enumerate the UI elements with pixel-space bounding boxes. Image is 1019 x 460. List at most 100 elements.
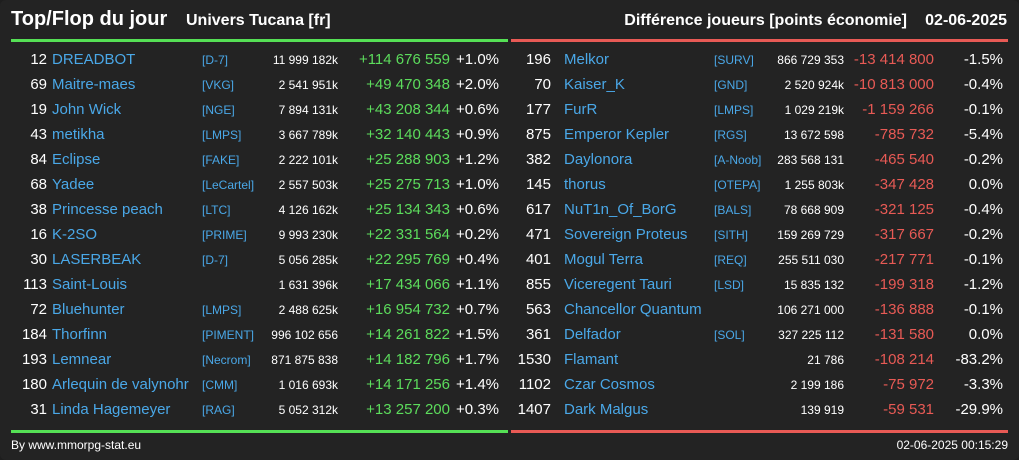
player-points: 159 269 729: [777, 228, 844, 242]
player-points: 5 056 285k: [278, 253, 338, 267]
player-points: 3 667 789k: [278, 128, 338, 142]
player-rank: 43: [30, 126, 47, 143]
player-name-link[interactable]: LASERBEAK: [52, 251, 142, 268]
player-name-link[interactable]: Viceregent Tauri: [564, 276, 672, 293]
alliance-tag: [D-7]: [202, 53, 229, 67]
player-name-link[interactable]: NuT1n_Of_BorG: [564, 201, 677, 218]
alliance-tag: [Necrom]: [202, 353, 251, 367]
player-name-link[interactable]: Mogul Terra: [564, 251, 643, 268]
player-name-link[interactable]: metikha: [52, 126, 105, 143]
player-rank: 30: [30, 251, 47, 268]
player-row: 12 DREADBOT [D-7] 11 999 182k +114 676 559 +1…: [11, 47, 508, 72]
player-rank: 855: [525, 276, 551, 293]
player-rank: 72: [30, 301, 47, 318]
percent-change: +0.6%: [456, 201, 499, 218]
player-points: 2 222 101k: [278, 153, 338, 167]
player-name-link[interactable]: Delfador: [564, 326, 621, 343]
percent-change: -1.5%: [963, 51, 1003, 68]
player-name-link[interactable]: FurR: [564, 101, 598, 118]
points-difference: +16 954 732: [366, 301, 450, 318]
player-rank: 471: [525, 226, 551, 243]
player-row: 1407 Dark Malgus 139 919 -59 531 -29.9%: [511, 397, 1008, 422]
player-name-link[interactable]: Chancellor Quantum: [564, 301, 702, 318]
player-rank: 12: [30, 51, 47, 68]
points-difference: -465 540: [874, 151, 934, 168]
player-name-link[interactable]: Bluehunter: [52, 301, 125, 318]
player-row: 43 metikha [LMPS] 3 667 789k +32 140 443 +0.9…: [11, 122, 508, 147]
percent-change: 0.0%: [968, 176, 1003, 193]
points-difference: +32 140 443: [366, 126, 450, 143]
player-name-link[interactable]: Sovereign Proteus: [564, 226, 688, 243]
player-row: 38 Princesse peach [LTC] 4 126 162k +25 134 …: [11, 197, 508, 222]
player-row: 196 Melkor [SURV] 866 729 353 -13 414 800 -1.…: [511, 47, 1008, 72]
points-difference: -1 159 266: [862, 101, 934, 118]
points-difference: -108 214: [874, 351, 934, 368]
player-name-link[interactable]: DREADBOT: [52, 51, 136, 68]
player-row: 30 LASERBEAK [D-7] 5 056 285k +22 295 769 +0.…: [11, 247, 508, 272]
metric-label: Différence joueurs [points économie]: [624, 12, 907, 29]
player-rank: 38: [30, 201, 47, 218]
player-name-link[interactable]: John Wick: [52, 101, 122, 118]
alliance-tag: [SITH]: [714, 228, 749, 242]
player-points: 866 729 353: [777, 53, 844, 67]
player-name-link[interactable]: Princesse peach: [52, 201, 163, 218]
percent-change: +0.2%: [456, 226, 499, 243]
player-name-link[interactable]: Saint-Louis: [52, 276, 128, 293]
player-row: 184 Thorfinn [PIMENT] 996 102 656 +14 261 82…: [11, 322, 508, 347]
player-row: 180 Arlequin de valynohr [CMM] 1 016 693k +1…: [11, 372, 508, 397]
player-rank: 361: [525, 326, 551, 343]
player-rank: 617: [525, 201, 551, 218]
player-points: 21 786: [807, 353, 844, 367]
player-row: 68 Yadee [LeCartel] 2 557 503k +25 275 713 +1…: [11, 172, 508, 197]
player-row: 31 Linda Hagemeyer [RAG] 5 052 312k +13 257 …: [11, 397, 508, 422]
player-name-link[interactable]: Flamant: [564, 351, 619, 368]
player-rank: 16: [30, 226, 47, 243]
player-name-link[interactable]: Arlequin de valynohr: [52, 376, 189, 393]
player-name-link[interactable]: Melkor: [564, 51, 610, 68]
player-name-link[interactable]: Yadee: [52, 176, 95, 193]
player-row: 563 Chancellor Quantum 106 271 000 -136 888…: [511, 297, 1008, 322]
player-name-link[interactable]: Thorfinn: [52, 326, 108, 343]
player-points: 9 993 230k: [278, 228, 338, 242]
player-name-link[interactable]: Kaiser_K: [564, 76, 625, 93]
player-rank: 70: [534, 76, 551, 93]
player-points: 2 488 625k: [278, 303, 338, 317]
points-difference: -136 888: [874, 301, 934, 318]
alliance-tag: [D-7]: [202, 253, 229, 267]
player-name-link[interactable]: Czar Cosmos: [564, 376, 655, 393]
player-name-link[interactable]: Lemnear: [52, 351, 112, 368]
alliance-tag: [A-Noob]: [714, 153, 762, 167]
player-points: 1 631 396k: [278, 278, 338, 292]
player-name-link[interactable]: Daylonora: [564, 151, 633, 168]
points-difference: +114 676 559: [358, 51, 450, 68]
points-difference: -75 972: [883, 376, 934, 393]
player-name-link[interactable]: Maitre-maes: [52, 76, 136, 93]
player-rank: 1530: [517, 351, 551, 368]
player-name-link[interactable]: thorus: [564, 176, 606, 193]
points-difference: -785 732: [874, 126, 934, 143]
alliance-tag: [OTEPA]: [714, 178, 761, 192]
percent-change: +1.0%: [456, 176, 499, 193]
player-name-link[interactable]: Linda Hagemeyer: [52, 401, 171, 418]
player-name-link[interactable]: Eclipse: [52, 151, 101, 168]
player-row: 1530 Flamant 21 786 -108 214 -83.2%: [511, 347, 1008, 372]
player-name-link[interactable]: K-2SO: [52, 226, 98, 243]
flop-players-list: 196 Melkor [SURV] 866 729 353 -13 414 800 -1.…: [511, 47, 1008, 422]
player-row: 617 NuT1n_Of_BorG [BALS] 78 668 909 -321 125…: [511, 197, 1008, 222]
percent-change: +0.6%: [456, 101, 499, 118]
player-points: 13 672 598: [783, 128, 844, 142]
alliance-tag: [PIMENT]: [202, 328, 255, 342]
player-name-link[interactable]: Emperor Kepler: [564, 126, 670, 143]
points-difference: -131 580: [874, 326, 934, 343]
alliance-tag: [PRIME]: [202, 228, 247, 242]
header: Top/Flop du jour Univers Tucana [fr] Dif…: [0, 0, 1019, 40]
alliance-tag: [NGE]: [202, 103, 235, 117]
player-points: 2 199 186: [790, 378, 844, 392]
alliance-tag: [LeCartel]: [202, 178, 255, 192]
player-rank: 382: [525, 151, 551, 168]
player-name-link[interactable]: Dark Malgus: [564, 401, 649, 418]
percent-change: +1.0%: [456, 51, 499, 68]
player-points: 106 271 000: [777, 303, 844, 317]
player-rank: 184: [21, 326, 47, 343]
